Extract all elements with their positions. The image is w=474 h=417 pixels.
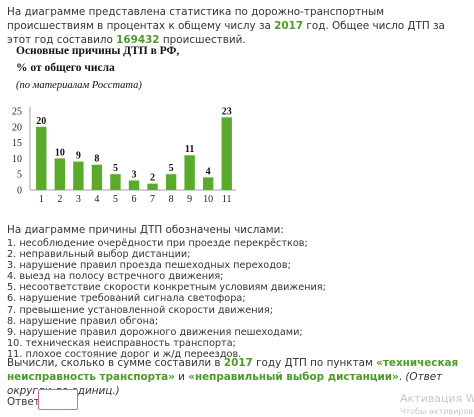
x-tick-label: 4 (94, 194, 99, 205)
intro-year: 2017 (274, 20, 304, 32)
watermark-line2: Чтобы активиров (400, 407, 474, 416)
x-tick-label: 6 (132, 194, 137, 205)
x-tick-label: 5 (113, 194, 118, 205)
data-label: 8 (94, 154, 99, 165)
legend-item: 7. превышение установленной скорости дви… (7, 304, 273, 316)
bar-1 (36, 126, 47, 190)
bar-4 (91, 164, 103, 190)
bar-6 (128, 180, 140, 190)
chart-title-line1: Основные причины ДТП в РФ, (16, 45, 180, 57)
x-tick-label: 9 (187, 194, 192, 205)
x-tick-label: 8 (169, 194, 174, 205)
x-tick-label: 2 (57, 194, 62, 205)
chart-subtitle: (по материалам Росстата) (16, 80, 142, 91)
question-part4: . (398, 371, 406, 383)
answer-label: Ответ: (7, 396, 44, 408)
question-part1: Вычисли, сколько в сумме составили в (7, 357, 224, 369)
question-year: 2017 (223, 357, 253, 369)
chart-svg: 0 5 10 15 20 25 20 1 10 2 9 3 8 4 5 5 3 6 2 7 5 8 11 9 4 10 23 11 (12, 106, 236, 205)
x-tick-label: 1 (39, 194, 44, 205)
bar-11 (221, 117, 232, 190)
activation-watermark: Активация Wi Чтобы активиров (400, 392, 474, 417)
bar-3 (73, 161, 84, 190)
chart-title-line2: % от общего числа (16, 62, 115, 74)
question-part3: и (174, 371, 189, 383)
question-text: Вычисли, сколько в сумме составили в 201… (7, 356, 471, 398)
bar-10 (202, 177, 214, 190)
bar-8 (165, 174, 177, 190)
legend-item: 6. нарушение требований сигнала светофор… (7, 293, 246, 305)
bar-9 (184, 155, 195, 190)
intro-part3: происшествий. (159, 34, 246, 46)
intro-part2: год. Общее число ДТП за этот год состави… (7, 20, 445, 46)
data-label: 11 (185, 144, 194, 155)
data-label: 9 (76, 151, 81, 162)
y-tick-label: 10 (12, 154, 22, 165)
data-label: 23 (222, 106, 232, 117)
x-tick-label: 3 (76, 194, 81, 205)
question-part2: году ДТП по пунктам (252, 357, 377, 369)
legend-item: 11. плохое состояние дорог и ж/д переезд… (7, 348, 242, 360)
x-tick-label: 7 (150, 194, 155, 205)
data-label: 3 (132, 170, 137, 181)
intro-text: На диаграмме представлена статистика по … (7, 5, 469, 47)
data-label: 2 (150, 173, 155, 184)
bar-2 (54, 158, 66, 190)
data-label: 4 (206, 166, 211, 177)
legend-item: 1. несоблюдение очерёдности при проезде … (7, 238, 308, 249)
intro-total: 169432 (116, 34, 160, 46)
watermark-line1: Активация Wi (400, 392, 474, 405)
legend-list: 1. несоблюдение очерёдности при проезде … (7, 238, 326, 360)
intro-part1: На диаграмме представлена статистика по … (7, 6, 385, 32)
legend-header: На диаграмме причины ДТП обозначены числ… (7, 224, 284, 236)
data-label: 5 (113, 163, 118, 174)
question-item2: «неправильный выбор дистанции» (188, 371, 399, 383)
data-label: 5 (169, 163, 174, 174)
y-tick-label: 0 (17, 186, 22, 197)
x-tick-label: 10 (203, 194, 213, 205)
y-tick-label: 20 (12, 122, 22, 133)
question-item1: «техническая неисправность транспорта» (7, 357, 459, 383)
legend-item: 9. нарушение правил дорожного движения п… (7, 326, 303, 338)
answer-input[interactable] (38, 389, 78, 410)
legend-item: 3. нарушение правил проезда пешеходных п… (7, 260, 291, 272)
bar-5 (110, 174, 121, 190)
legend-item: 2. неправильный выбор дистанции; (7, 249, 191, 261)
x-tick-label: 11 (222, 194, 232, 205)
data-label: 20 (36, 116, 46, 127)
data-label: 10 (55, 147, 65, 158)
legend-item: 4. выезд на полосу встречного движения; (7, 271, 224, 283)
chart: Основные причины ДТП в РФ, % от общего ч… (8, 45, 240, 213)
y-tick-label: 25 (12, 107, 22, 118)
legend-item: 5. несоответствие скорости конкретным ус… (7, 282, 326, 294)
bar-7 (147, 183, 158, 190)
legend-item: 8. нарушение правил обгона; (7, 315, 159, 327)
y-tick-label: 5 (17, 170, 22, 181)
legend-item: 10. техническая неисправность транспорта… (7, 337, 236, 349)
y-tick-label: 15 (12, 138, 22, 149)
